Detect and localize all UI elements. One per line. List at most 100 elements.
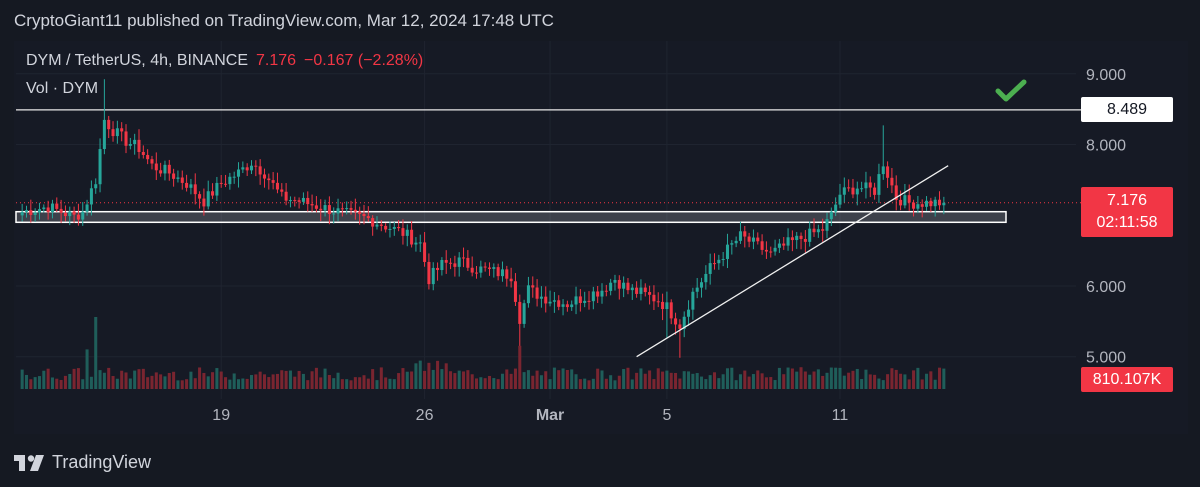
candle-body [751, 237, 755, 242]
volume-bar [85, 349, 89, 389]
volume-bar [68, 373, 72, 389]
support-zone [15, 210, 1007, 224]
volume-bar [37, 376, 41, 389]
volume-bar [816, 369, 820, 389]
tradingview-footer[interactable]: TradingView [14, 452, 151, 473]
volume-bar [401, 368, 405, 389]
price-chart[interactable]: 9.000 8.000 6.000 5.000 19 26 Mar 5 11 [14, 41, 1188, 434]
candle-body [842, 187, 846, 195]
volume-bar [717, 378, 721, 389]
candle-body [721, 258, 725, 260]
volume-bar [457, 370, 461, 389]
symbol-pair: DYM / TetherUS, 4h, BINANCE [26, 52, 248, 69]
volume-bar [150, 375, 154, 389]
candle-body [340, 208, 344, 210]
y-tick-label: 9.000 [1086, 67, 1126, 84]
volume-bar [907, 379, 911, 389]
candle-body [379, 224, 383, 226]
candle-body [509, 278, 513, 282]
candle-body [33, 212, 37, 215]
candle-body [211, 191, 215, 196]
candle-body [176, 177, 180, 179]
volume-bar [159, 374, 163, 389]
volume-bar [604, 378, 608, 389]
volume-bar [258, 371, 262, 389]
volume-bar [626, 367, 630, 389]
volume-bar [587, 380, 591, 389]
candle-body [271, 180, 275, 183]
candle-body [756, 237, 760, 242]
candle-body [453, 263, 457, 267]
volume-bar [769, 377, 773, 389]
last-price-tag: 7.176 02:11:58 [1081, 187, 1173, 237]
candle-body [444, 260, 448, 263]
volume-bar [622, 369, 626, 389]
volume-bar [531, 375, 535, 389]
volume-bar [630, 379, 634, 389]
volume-bar [340, 379, 344, 389]
volume-bar [440, 369, 444, 389]
candle-body [803, 238, 807, 242]
volume-bar [790, 368, 794, 389]
volume-bar [137, 369, 141, 389]
candle-body [358, 211, 362, 214]
volume-bar [483, 378, 487, 389]
volume-bar [453, 373, 457, 389]
volume-bar [860, 379, 864, 389]
volume-bar [336, 372, 340, 389]
candle-body [933, 199, 937, 207]
candle-body [829, 211, 833, 220]
candle-body [795, 235, 799, 241]
candle-body [513, 281, 517, 302]
volume-bar [224, 377, 228, 389]
volume-bar [366, 378, 370, 389]
candle-body [249, 165, 254, 171]
candle-body [496, 267, 500, 277]
chart-panel[interactable]: 9.000 8.000 6.000 5.000 19 26 Mar 5 11 [14, 41, 1188, 434]
candle-body [700, 282, 704, 288]
candle-body [907, 195, 911, 203]
volume-bar [63, 375, 67, 389]
candle-body [314, 205, 318, 209]
candle-body [920, 204, 924, 207]
volume-bar [98, 370, 102, 389]
volume-bar [120, 370, 124, 389]
candle-body [630, 287, 634, 291]
candle-body [55, 203, 59, 209]
candle-body [587, 300, 591, 302]
volume-bar [306, 380, 310, 389]
candle-body [146, 154, 150, 160]
candle-body [695, 287, 699, 292]
candle-body [167, 164, 171, 174]
x-tick-label: 5 [662, 407, 671, 424]
volume-bar [262, 374, 266, 389]
candle-body [198, 194, 202, 199]
volume-bar [617, 375, 621, 389]
volume-bar [721, 374, 725, 389]
volume-bar [565, 369, 569, 389]
candle-body [518, 301, 522, 324]
volume-bar [288, 370, 292, 389]
volume-bar [115, 378, 119, 389]
brand-name: TradingView [52, 452, 152, 472]
volume-bar [838, 367, 842, 389]
volume-bar [284, 370, 288, 389]
volume-bar [578, 379, 582, 389]
candle-body [219, 182, 223, 184]
volume-bar [933, 379, 937, 389]
volume-legend[interactable]: Vol · DYM [26, 80, 99, 97]
volume-bar [812, 371, 816, 389]
candle-body [189, 184, 193, 188]
volume-bar [492, 378, 496, 389]
candle-body [306, 197, 310, 205]
candle-body [665, 302, 669, 310]
candle-body [42, 207, 46, 210]
candle-body [414, 242, 418, 245]
candle-body [622, 282, 626, 289]
candle-body [661, 301, 665, 310]
candle-body [526, 285, 530, 304]
volume-bar [894, 369, 898, 389]
candle-body [120, 128, 124, 132]
symbol-legend[interactable]: DYM / TetherUS, 4h, BINANCE 7.176 −0.167 (… [26, 52, 423, 70]
candle-body [777, 243, 781, 248]
